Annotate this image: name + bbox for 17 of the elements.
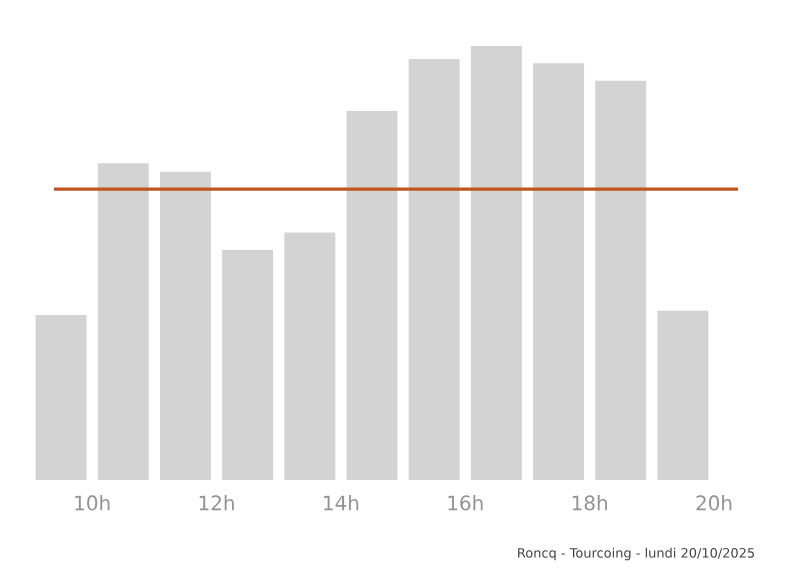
bar [35, 315, 87, 480]
x-tick-label: 14h [324, 495, 359, 511]
bar [533, 63, 585, 480]
bar [595, 80, 647, 480]
bar [408, 59, 460, 480]
bar [657, 310, 709, 480]
bar [159, 171, 211, 480]
bar [97, 163, 149, 480]
bar [284, 232, 336, 480]
x-tick-label: 18h [572, 495, 607, 511]
bar [222, 249, 274, 480]
bar [470, 45, 522, 480]
bar [346, 111, 398, 480]
x-tick-label: 20h [696, 495, 732, 511]
x-tick-label: 10h [75, 495, 110, 511]
x-tick-label: 12h [199, 495, 234, 511]
x-tick-label: 16h [448, 495, 483, 511]
